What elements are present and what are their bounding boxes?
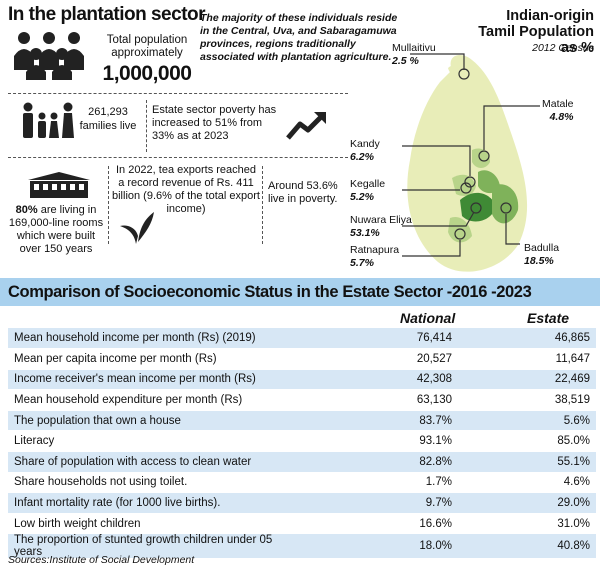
district-value: 5.7%	[350, 257, 374, 269]
map-label-kegalle: Kegalle 5.2%	[350, 178, 385, 204]
map-title: Indian-origin Tamil Population as %	[478, 8, 594, 56]
tea-exports-text: In 2022, tea exports reached a record re…	[112, 164, 260, 215]
table-row: The population that own a house 83.7% 5.6%	[8, 410, 596, 432]
poverty-increase-text: Estate sector poverty has increased to 5…	[152, 104, 277, 142]
row-label: The proportion of stunted growth childre…	[8, 533, 308, 560]
map-label-badulla: Badulla 18.5%	[524, 242, 559, 268]
map-label-kandy: Kandy 6.2%	[350, 138, 380, 164]
map-subtitle: 2012 Census	[532, 42, 594, 54]
row-estate: 40.8%	[458, 533, 596, 560]
source-note: Sources:Institute of Social Development	[8, 554, 195, 566]
map-label-nuwara-eliya: Nuwara Eliya 53.1%	[350, 214, 412, 240]
row-label: Mean per capita income per month (Rs)	[8, 348, 308, 370]
rooms-pct: 80%	[15, 204, 38, 216]
table-row: Mean household expenditure per month (Rs…	[8, 389, 596, 411]
crowd-icon	[14, 32, 84, 80]
row-estate: 31.0%	[458, 513, 596, 535]
district-name: Ratnapura	[350, 244, 400, 256]
tea-leaf-icon	[120, 212, 154, 244]
row-estate: 22,469	[458, 369, 596, 391]
district-name: Matale	[542, 98, 574, 110]
district-value: 6.2%	[350, 151, 374, 163]
row-national: 9.7%	[308, 492, 458, 514]
sri-lanka-map	[402, 53, 540, 272]
map-label-ratnapura: Ratnapura 5.7%	[350, 244, 399, 270]
population-value: 1,000,000	[102, 62, 192, 85]
table-row: Income receiver's mean income per month …	[8, 369, 596, 391]
row-national: 82.8%	[308, 451, 458, 473]
district-value: 5.2%	[350, 191, 374, 203]
intro-text: The majority of these individuals reside…	[200, 12, 398, 63]
district-name: Nuwara Eliya	[350, 214, 412, 226]
row-national: 63,130	[308, 389, 458, 411]
row-national: 16.6%	[308, 513, 458, 535]
trend-up-icon	[286, 112, 326, 140]
table-row: The proportion of stunted growth childre…	[8, 533, 596, 560]
row-estate: 5.6%	[458, 410, 596, 432]
population-label: Total population approximately	[106, 34, 188, 59]
comparison-banner	[0, 278, 600, 306]
divider	[108, 166, 109, 244]
row-label: Infant mortality rate (for 1000 live bir…	[8, 492, 308, 514]
row-estate: 55.1%	[458, 451, 596, 473]
row-estate: 4.6%	[458, 472, 596, 494]
row-national: 20,527	[308, 348, 458, 370]
table-row: Mean per capita income per month (Rs) 20,…	[8, 348, 596, 370]
row-label: Share households not using toilet.	[8, 472, 308, 494]
divider	[8, 157, 348, 158]
district-value: 18.5%	[524, 255, 554, 267]
row-label: Literacy	[8, 430, 308, 453]
district-name: Kandy	[350, 138, 380, 150]
divider	[8, 93, 348, 94]
table-row: Mean household income per month (Rs) (20…	[8, 328, 596, 350]
row-estate: 85.0%	[458, 430, 596, 453]
district-name: Kegalle	[350, 178, 386, 190]
row-estate: 38,519	[458, 389, 596, 411]
row-estate: 46,865	[458, 328, 596, 350]
poverty-live-text: Around 53.6% live in poverty.	[268, 180, 338, 205]
row-national: 42,308	[308, 369, 458, 391]
row-national: 93.1%	[308, 430, 458, 453]
table-row: Share of population with access to clean…	[8, 451, 596, 473]
row-label: Mean household expenditure per month (Rs…	[8, 389, 308, 411]
row-label: Mean household income per month (Rs) (20…	[8, 328, 308, 350]
divider	[146, 100, 147, 152]
table-row: Literacy 93.1% 85.0%	[8, 430, 596, 453]
map-label-mullaitivu: Mullaitivu 2.5 %	[392, 42, 436, 68]
rooms-text: 80% are living in 169,000-line rooms whi…	[6, 204, 106, 256]
row-label: Low birth weight children	[8, 513, 308, 535]
row-estate: 11,647	[458, 348, 596, 370]
line-room-icon	[28, 172, 90, 198]
row-label: The population that own a house	[8, 410, 308, 432]
row-national: 83.7%	[308, 410, 458, 432]
page-title: In the plantation sector	[8, 4, 206, 25]
row-estate: 29.0%	[458, 492, 596, 514]
table-row: Share households not using toilet. 1.7% 4.…	[8, 472, 596, 494]
row-national: 76,414	[308, 328, 458, 350]
comparison-table: Mean household income per month (Rs) (20…	[8, 328, 596, 560]
comparison-title: Comparison of Socioeconomic Status in th…	[8, 283, 532, 301]
row-label: Income receiver's mean income per month …	[8, 369, 308, 391]
divider	[262, 166, 263, 244]
col-header-estate: Estate	[527, 310, 570, 326]
table-row: Low birth weight children 16.6% 31.0%	[8, 513, 596, 535]
family-icon	[23, 102, 74, 138]
district-name: Badulla	[524, 242, 560, 254]
row-national: 1.7%	[308, 472, 458, 494]
map-label-matale: Matale 4.8%	[542, 98, 574, 124]
row-label: Share of population with access to clean…	[8, 451, 308, 473]
families-label: families live	[79, 120, 137, 132]
col-header-national: National	[400, 310, 456, 326]
families-count: 261,293	[88, 106, 128, 118]
district-value: 4.8%	[549, 111, 574, 123]
table-row: Infant mortality rate (for 1000 live bir…	[8, 492, 596, 514]
row-national: 18.0%	[308, 533, 458, 560]
district-name: Mullaitivu	[392, 42, 436, 54]
district-value: 53.1%	[350, 227, 380, 239]
district-value: 2.5 %	[392, 55, 419, 67]
rooms-desc: are living in 169,000-line rooms which w…	[8, 204, 104, 255]
